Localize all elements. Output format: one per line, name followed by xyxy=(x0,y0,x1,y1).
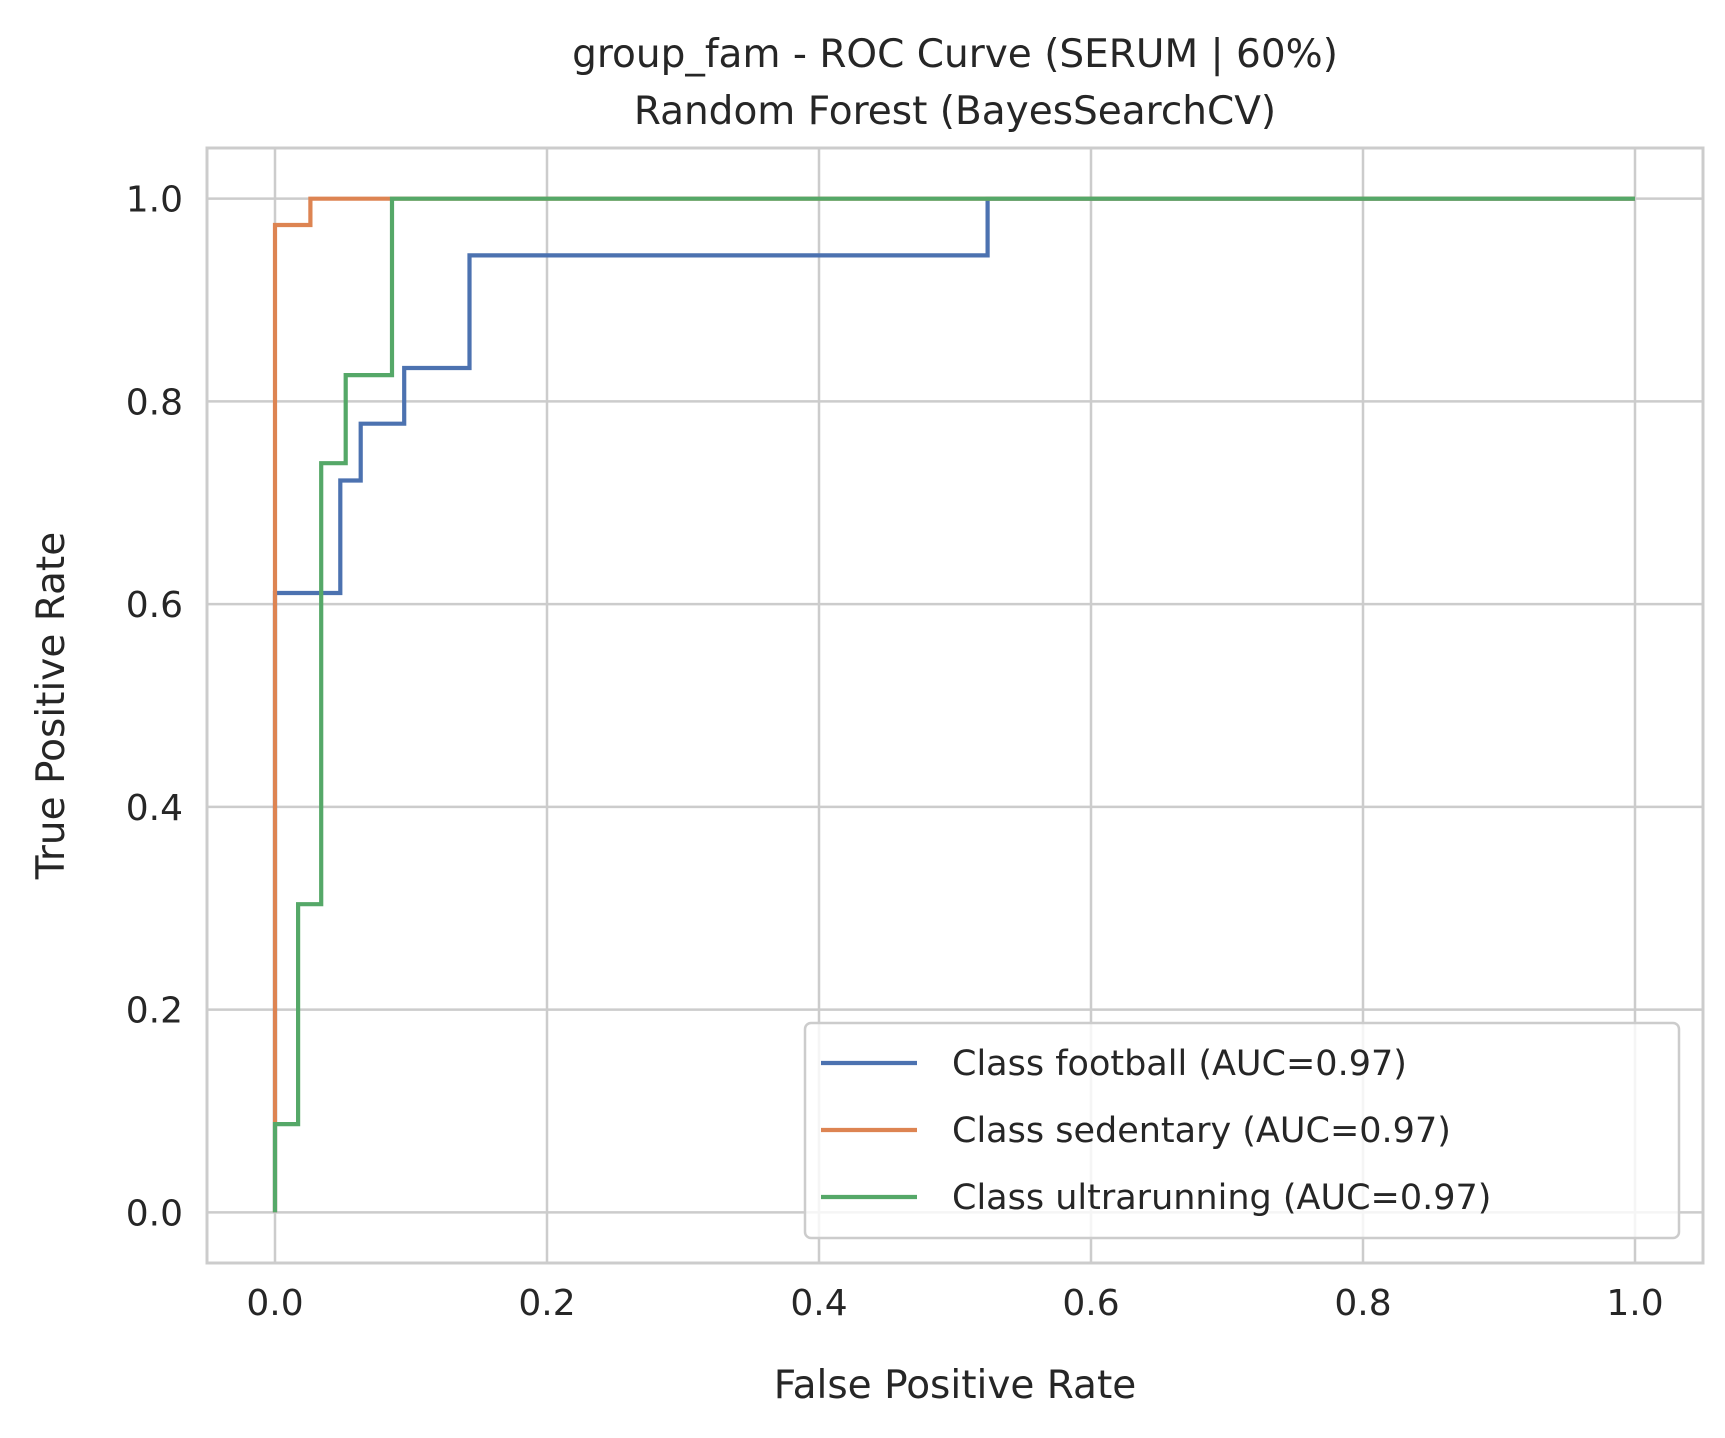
series-layer xyxy=(272,196,1635,1213)
x-axis-label: False Positive Rate xyxy=(774,1363,1136,1408)
y-tick-label: 0.4 xyxy=(126,788,183,829)
legend-label-1: Class football (AUC=0.97) xyxy=(952,1044,1407,1084)
y-tick-label: 0.0 xyxy=(126,1193,183,1234)
legend-label-2: Class sedentary (AUC=0.97) xyxy=(952,1111,1451,1151)
y-tick-label: 1.0 xyxy=(126,180,183,221)
grid xyxy=(207,148,1703,1263)
y-tick-label: 0.2 xyxy=(126,991,183,1032)
legend-label-3: Class ultrarunning (AUC=0.97) xyxy=(952,1178,1491,1218)
legend: Class football (AUC=0.97) Class sedentary… xyxy=(803,1021,1681,1240)
plot-frame xyxy=(205,146,1705,1265)
x-tick-label: 0.0 xyxy=(246,1283,303,1324)
chart-title: group_fam - ROC Curve (SERUM | 60%) xyxy=(572,32,1338,77)
x-tick-label: 0.2 xyxy=(518,1283,575,1324)
x-tick-label: 0.6 xyxy=(1062,1283,1119,1324)
x-tick-label: 1.0 xyxy=(1606,1283,1663,1324)
series-line-1 xyxy=(272,196,1635,1213)
y-tick-label: 0.8 xyxy=(126,382,183,423)
tick-labels: 0.0 0.2 0.4 0.6 0.8 1.0 0.0 0.2 0.4 0.6 0.8 1.0 xyxy=(126,180,1664,1324)
y-axis-label: True Positive Rate xyxy=(29,532,74,880)
chart-subtitle: Random Forest (BayesSearchCV) xyxy=(634,89,1276,134)
x-tick-label: 0.4 xyxy=(790,1283,847,1324)
x-tick-label: 0.8 xyxy=(1334,1283,1391,1324)
series-line-3 xyxy=(272,196,1635,1213)
legend-frame xyxy=(803,1021,1681,1240)
y-tick-label: 0.6 xyxy=(126,585,183,626)
